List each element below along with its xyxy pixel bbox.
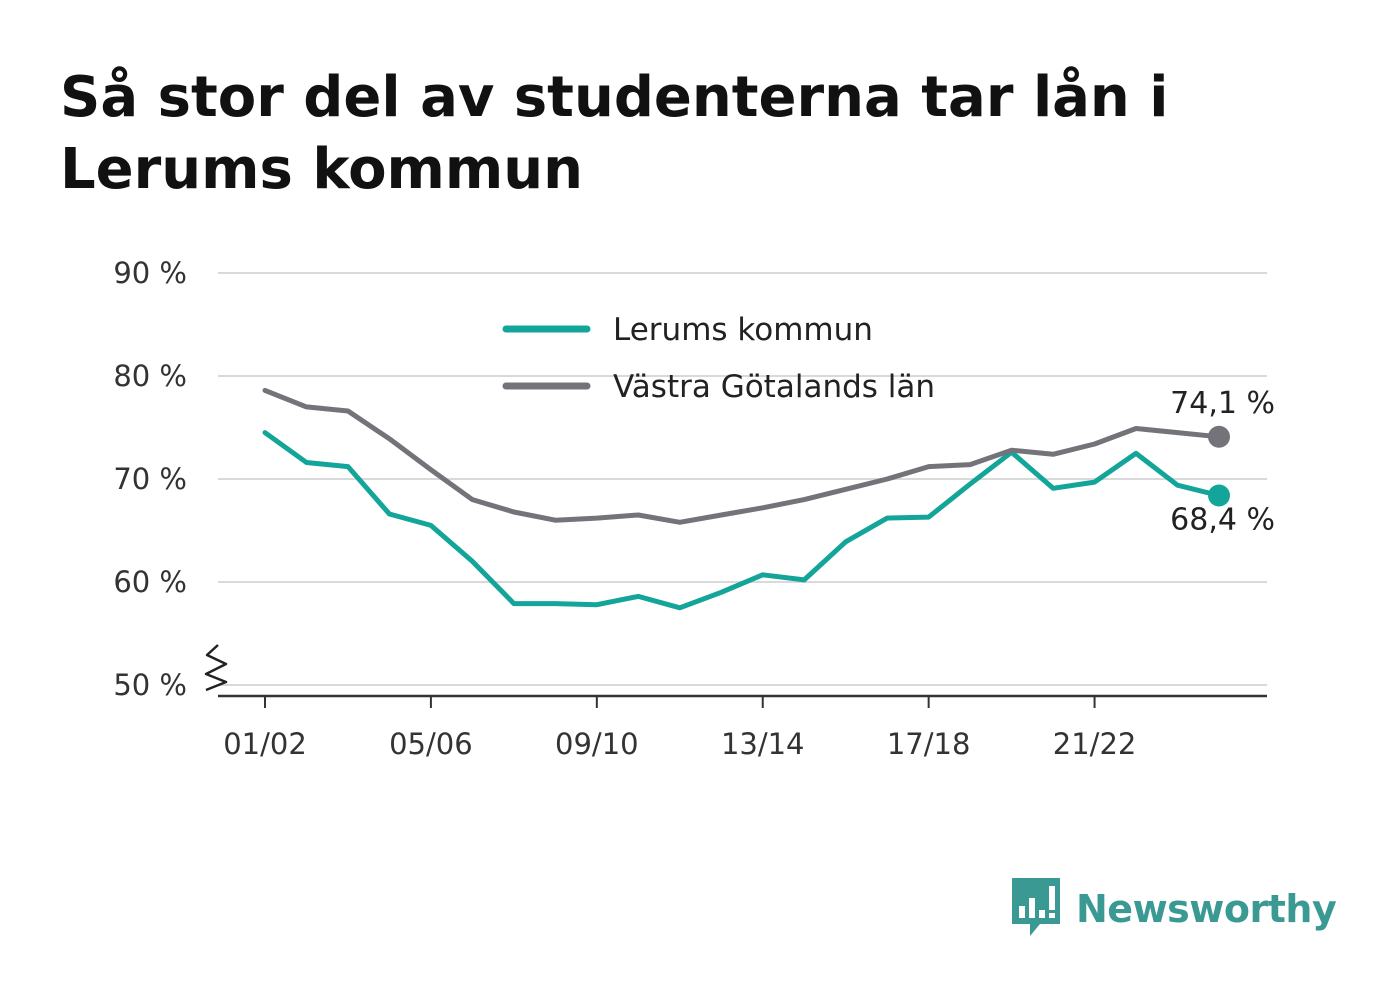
y-tick-label: 60 % <box>113 565 187 599</box>
y-tick-label: 50 % <box>113 668 187 702</box>
y-tick-label: 70 % <box>113 462 187 496</box>
x-tick-label: 13/14 <box>721 727 805 761</box>
gridlines <box>218 272 1267 686</box>
series-end-marker <box>1208 425 1230 448</box>
legend: Lerums kommun Västra Götalands län <box>502 312 935 405</box>
x-tick-label: 09/10 <box>555 727 639 761</box>
end-labels: 68,4 % 74,1 % <box>1170 386 1275 538</box>
y-tick-label: 90 % <box>113 256 187 290</box>
y-tick-label: 80 % <box>113 359 187 393</box>
series-end-label: 68,4 % <box>1170 502 1275 537</box>
x-tick-label: 05/06 <box>389 727 473 761</box>
legend-label: Lerums kommun <box>613 312 873 348</box>
x-tick-label: 21/22 <box>1053 727 1137 761</box>
x-tick-label: 17/18 <box>887 727 971 761</box>
series-line <box>262 430 1222 611</box>
axes: 50 % 60 % 70 % 80 % 90 % 01/02 05/06 09/10 13/14… <box>113 256 1267 761</box>
brand-name: Newsworthy <box>1076 887 1337 931</box>
series-end-label: 74,1 % <box>1170 386 1275 421</box>
chart-title: Så stor del av studenterna tar lån i Ler… <box>60 65 1169 202</box>
series-end-marker <box>1208 484 1230 507</box>
series-lines <box>262 387 1230 611</box>
axis-break-icon <box>204 644 228 692</box>
newsworthy-logo-icon <box>1010 876 1062 942</box>
legend-label: Västra Götalands län <box>613 369 935 405</box>
brand-logo: Newsworthy <box>1010 876 1337 942</box>
x-tick-label: 01/02 <box>223 727 307 761</box>
series-line <box>262 387 1222 525</box>
